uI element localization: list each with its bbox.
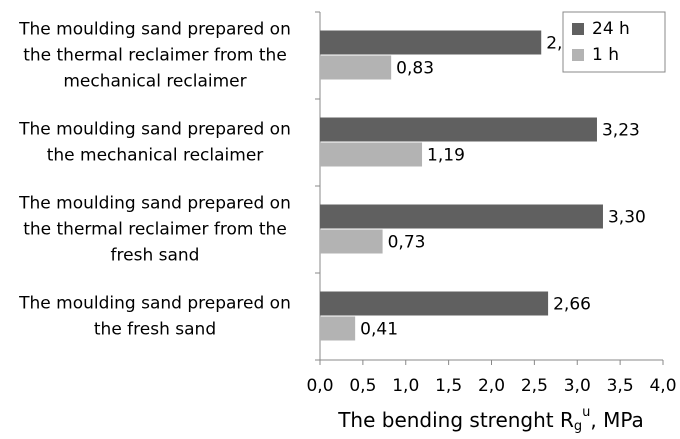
value-label: 3,30	[608, 208, 646, 228]
value-label: 3,23	[602, 121, 640, 141]
value-label-bg	[393, 57, 438, 78]
x-tick-label: 0,0	[306, 376, 333, 396]
value-label: 1,19	[427, 146, 465, 166]
category-label: the mechanical reclaimer	[47, 146, 264, 166]
x-tick-label: 1,5	[435, 376, 462, 396]
bar	[320, 142, 423, 167]
category-label: fresh sand	[111, 246, 200, 266]
legend-swatch	[572, 23, 584, 35]
legend-box	[562, 11, 666, 73]
x-tick-label: 2,0	[478, 376, 505, 396]
x-tick-label: 3,0	[564, 376, 591, 396]
value-label-bg	[357, 318, 402, 339]
value-label: 2,66	[553, 295, 591, 315]
x-tick-label: 4,0	[649, 376, 676, 396]
category-label: the fresh sand	[94, 320, 216, 340]
category-label: the thermal reclaimer from the	[23, 220, 287, 240]
value-label-bg	[598, 119, 643, 140]
bar	[320, 291, 549, 316]
bar	[320, 229, 383, 254]
category-label: The moulding sand prepared on	[18, 294, 291, 314]
value-label: 0,83	[396, 59, 434, 79]
category-label: mechanical reclaimer	[63, 72, 246, 92]
bar	[320, 316, 356, 341]
x-tick-label: 2,5	[521, 376, 548, 396]
legend-label: 24 h	[592, 19, 630, 39]
bar	[320, 117, 597, 142]
value-label-bg	[384, 231, 429, 252]
bar	[320, 204, 603, 229]
category-label: The moulding sand prepared on	[18, 20, 291, 40]
bar	[320, 30, 542, 55]
category-label: The moulding sand prepared on	[18, 120, 291, 140]
x-tick-label: 3,5	[607, 376, 634, 396]
legend-swatch	[572, 49, 584, 61]
x-tick-label: 0,5	[349, 376, 376, 396]
category-label: The moulding sand prepared on	[18, 194, 291, 214]
value-label: 0,73	[388, 233, 426, 253]
value-label-bg	[424, 144, 469, 165]
bar	[320, 55, 392, 80]
x-tick-label: 1,0	[392, 376, 419, 396]
value-label: 0,41	[360, 320, 398, 340]
value-label-bg	[604, 206, 649, 227]
x-axis-label: The bending strenght Rgu, MPa	[337, 405, 644, 434]
value-label-bg	[550, 293, 595, 314]
legend-label: 1 h	[592, 45, 619, 65]
category-label: the thermal reclaimer from the	[23, 46, 287, 66]
